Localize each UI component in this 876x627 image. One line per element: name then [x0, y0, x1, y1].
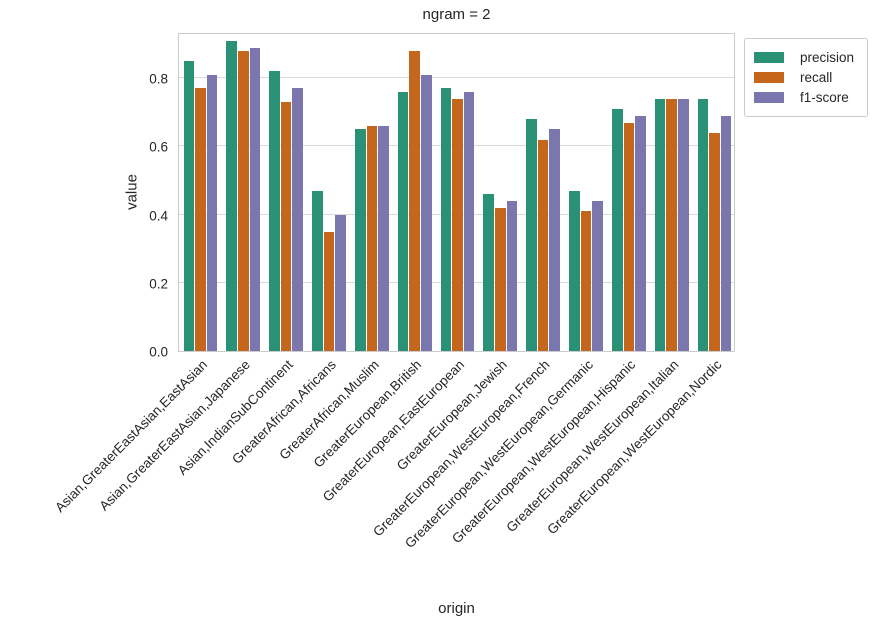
- y-axis-label: value: [123, 174, 141, 210]
- bar-group: [393, 34, 436, 351]
- bar-f1-score: [335, 214, 346, 351]
- bar-group: [265, 34, 308, 351]
- bar-group: [179, 34, 222, 351]
- y-tick-label: 0.2: [149, 276, 168, 292]
- y-tick-label: 0.0: [149, 344, 168, 360]
- bar-recall: [323, 231, 335, 351]
- bar-precision: [483, 194, 495, 351]
- bar-f1-score: [206, 74, 218, 351]
- legend-label: f1-score: [800, 90, 849, 105]
- bar-precision: [269, 71, 280, 351]
- legend-swatch-f1-score: [754, 92, 784, 103]
- legend-row: precision: [754, 49, 858, 66]
- bar-recall: [666, 98, 678, 351]
- y-tick-label: 0.8: [149, 71, 168, 87]
- bar-f1-score: [506, 200, 518, 351]
- bar-precision: [611, 108, 623, 351]
- bar-recall: [495, 207, 506, 351]
- chart-title: ngram = 2: [422, 6, 491, 23]
- bar-recall: [409, 50, 420, 351]
- gridline-y-0.8: [179, 77, 734, 79]
- bar-recall: [623, 122, 635, 351]
- bar-recall: [237, 50, 249, 351]
- bar-f1-score: [420, 74, 432, 351]
- bar-recall: [452, 98, 463, 351]
- bar-group: [350, 34, 393, 351]
- bar-precision: [354, 129, 366, 351]
- bar-precision: [183, 61, 195, 351]
- bar-f1-score: [635, 115, 646, 351]
- bar-precision: [569, 190, 580, 351]
- plot-area: [178, 33, 735, 352]
- bar-recall: [537, 139, 549, 351]
- legend-swatch-recall: [754, 72, 784, 83]
- legend-row: f1-score: [754, 89, 858, 106]
- bar-f1-score: [378, 125, 389, 351]
- bar-recall: [280, 102, 292, 351]
- bar-group: [436, 34, 479, 351]
- bar-f1-score: [292, 88, 303, 351]
- bar-recall: [366, 125, 378, 351]
- bar-group: [522, 34, 565, 351]
- bar-f1-score: [549, 129, 561, 351]
- bar-f1-score: [463, 91, 475, 351]
- bar-precision: [526, 119, 537, 351]
- bar-f1-score: [720, 115, 732, 351]
- bar-precision: [312, 190, 323, 351]
- bar-precision: [654, 98, 666, 351]
- bar-precision: [397, 91, 409, 351]
- x-axis-label: origin: [438, 600, 475, 617]
- legend-swatch-precision: [754, 52, 784, 63]
- bar-group: [308, 34, 351, 351]
- bar-f1-score: [249, 47, 261, 351]
- bar-f1-score: [592, 200, 603, 351]
- bar-f1-score: [678, 98, 689, 351]
- bar-precision: [697, 98, 709, 351]
- bar-precision: [226, 40, 237, 351]
- bar-recall: [580, 211, 592, 351]
- legend-row: recall: [754, 69, 858, 86]
- y-tick-label: 0.6: [149, 139, 168, 155]
- bar-group: [650, 34, 693, 351]
- legend-label: precision: [800, 50, 855, 65]
- legend: precision recall f1-score: [744, 38, 868, 117]
- y-tick-label: 0.4: [149, 208, 168, 224]
- bar-recall: [195, 88, 206, 351]
- bar-precision: [440, 88, 452, 351]
- legend-label: recall: [800, 70, 833, 85]
- bar-recall: [709, 132, 720, 351]
- bar-group: [693, 34, 736, 351]
- x-tick-label: Asian,GreaterEastAsian,EastAsian: [51, 357, 211, 516]
- bar-group: [607, 34, 650, 351]
- bar-group: [222, 34, 265, 351]
- bar-group: [565, 34, 608, 351]
- bar-group: [479, 34, 522, 351]
